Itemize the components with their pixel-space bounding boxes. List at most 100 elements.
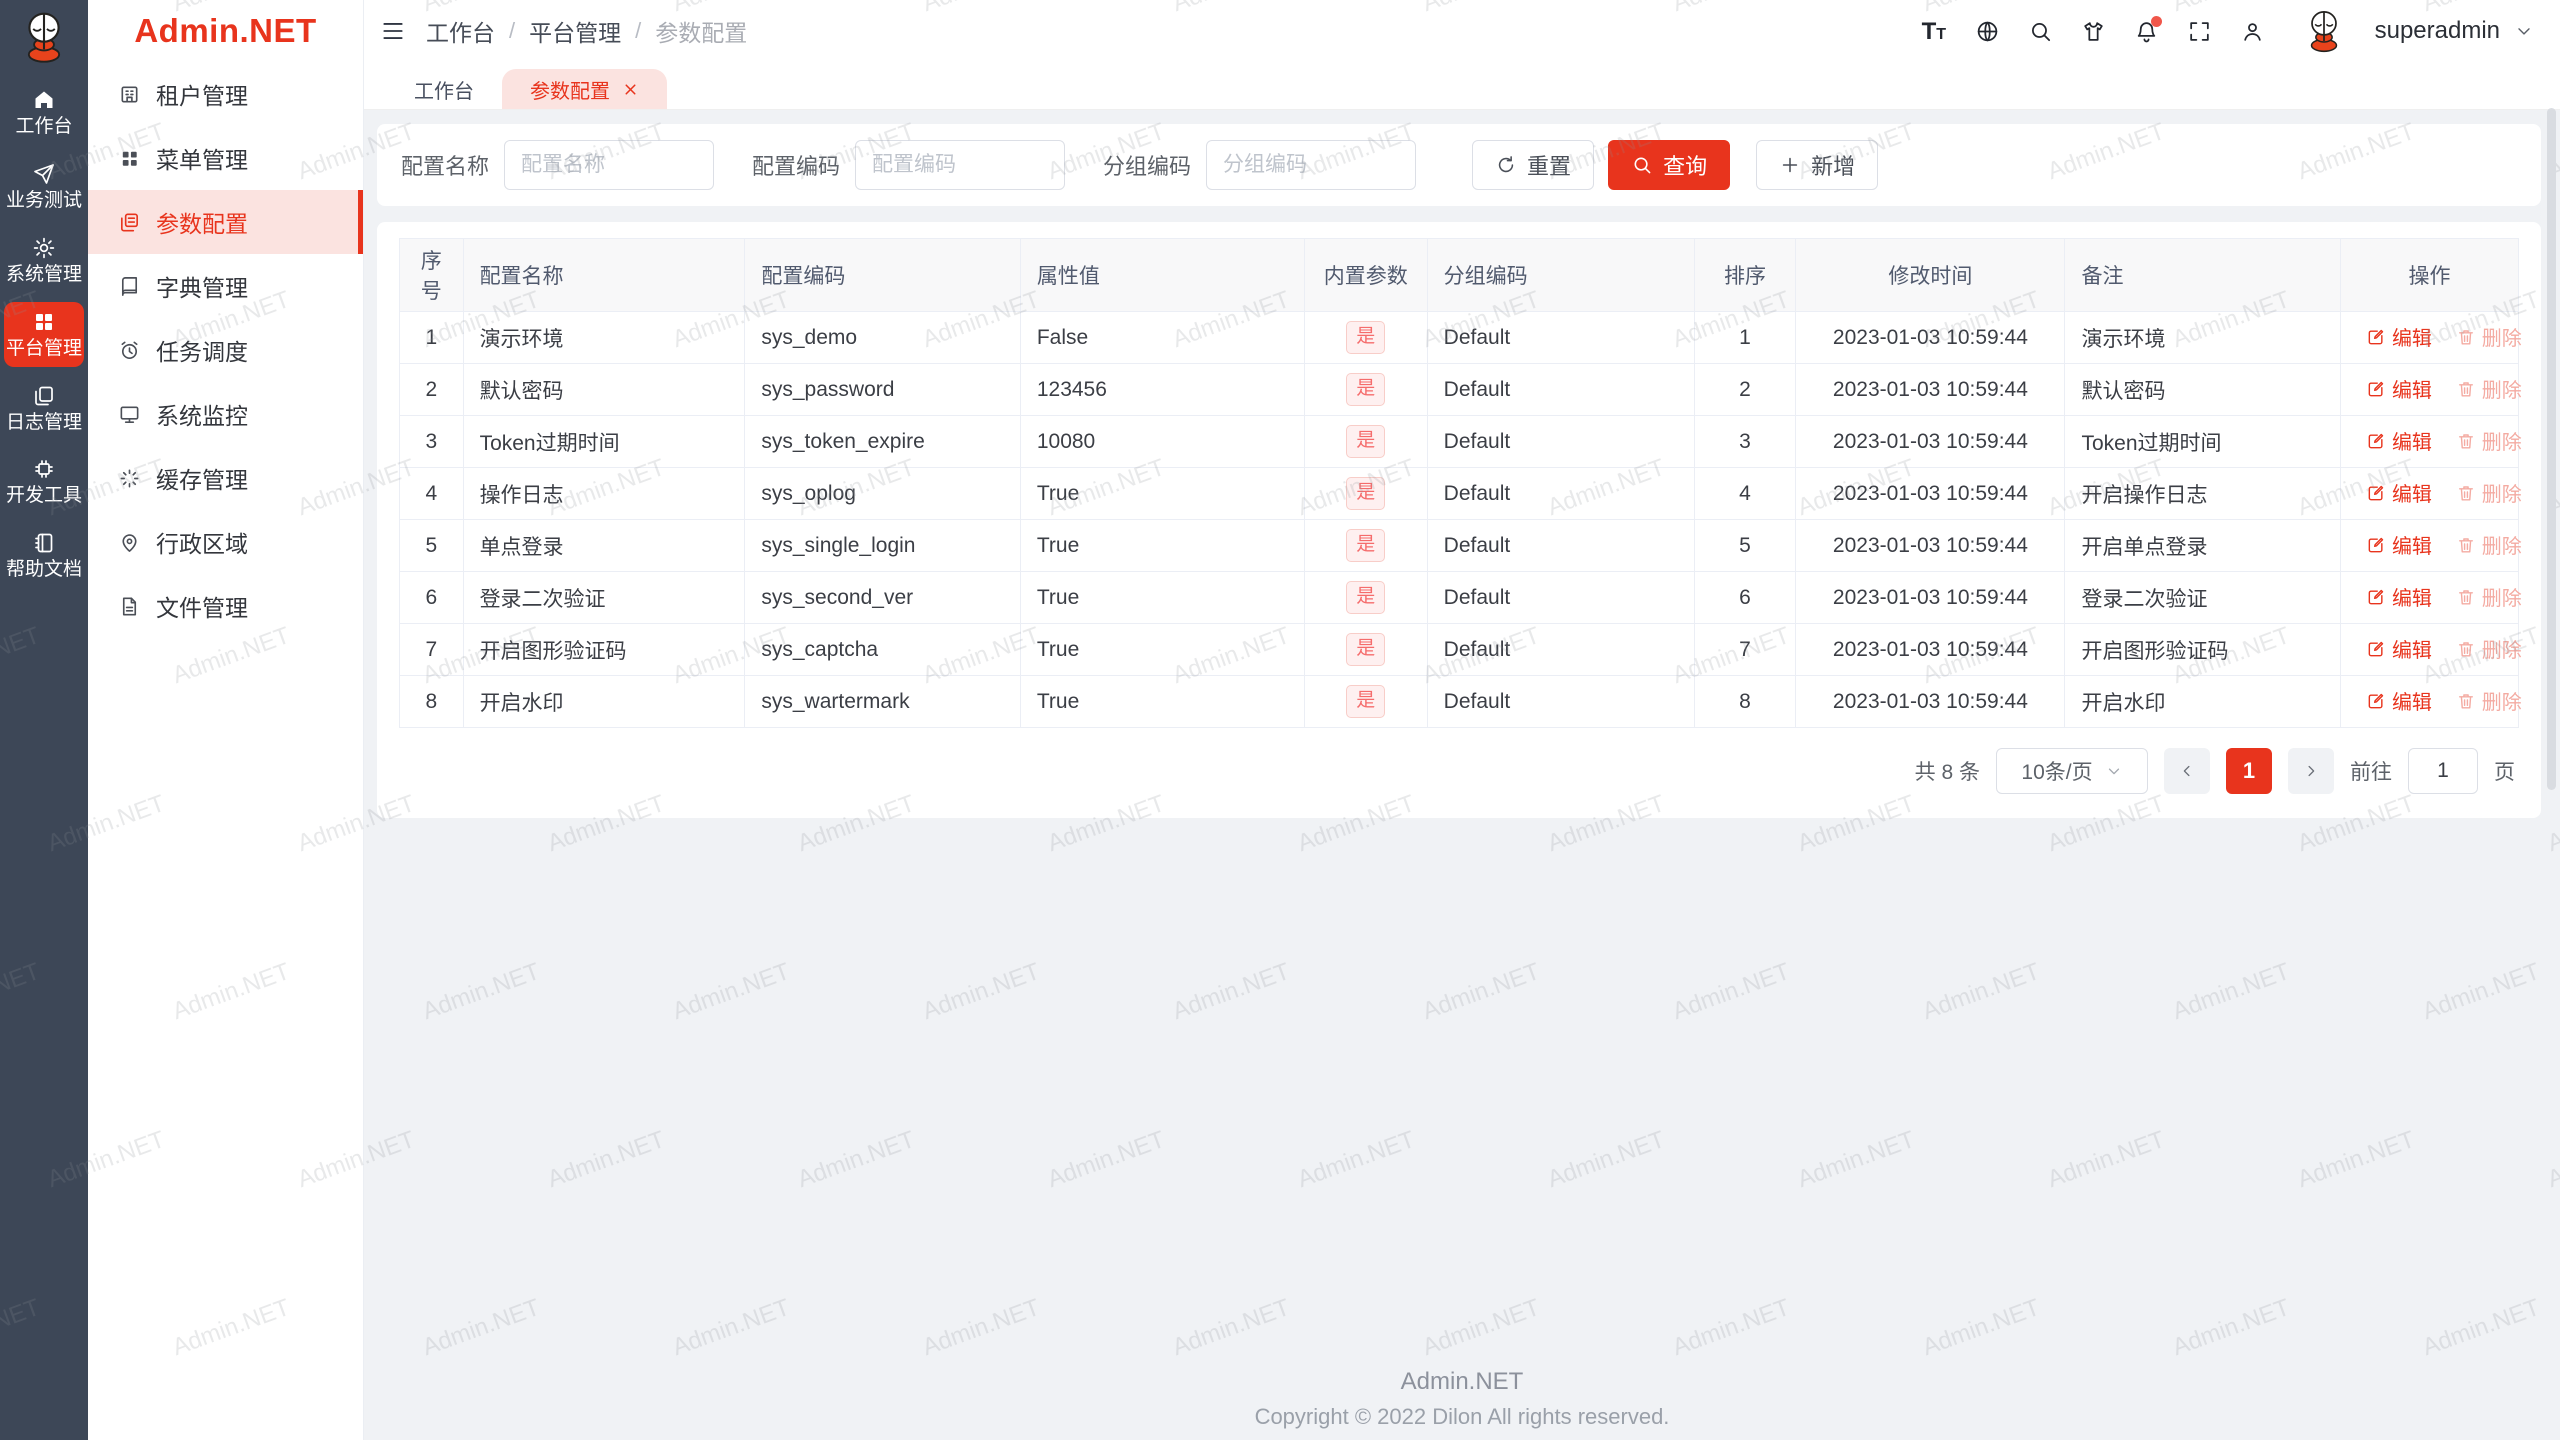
edit-button[interactable]: 编辑 (2366, 374, 2432, 403)
rail-item[interactable]: 日志管理 (4, 376, 84, 441)
table-row: 7 开启图形验证码 sys_captcha True 是 Default 7 2… (399, 623, 2522, 676)
avatar[interactable] (2301, 8, 2347, 54)
cell-sort: 2 (1693, 363, 1797, 416)
reset-button[interactable]: 重置 (1472, 140, 1595, 190)
sidebar-item[interactable]: 缓存管理 (88, 446, 363, 510)
column-header: 属性值 (1019, 238, 1305, 312)
edit-pencil-icon (2366, 587, 2386, 607)
language-icon[interactable] (1975, 19, 2000, 44)
page-size-select[interactable]: 10条/页 (1996, 748, 2148, 794)
cell-group-code: Default (1426, 311, 1695, 364)
delete-button[interactable]: 删除 (2456, 426, 2522, 455)
filter-field: 分组编码 (1103, 140, 1417, 190)
cell-prop-value: True (1019, 519, 1305, 572)
delete-button[interactable]: 删除 (2456, 686, 2522, 715)
trash-icon (2456, 431, 2476, 451)
theme-icon[interactable] (2081, 19, 2106, 44)
rail-item[interactable]: 系统管理 (4, 228, 84, 293)
delete-button[interactable]: 删除 (2456, 374, 2522, 403)
cell-operations: 编辑 删除 (2339, 571, 2522, 624)
pagination: 共 8 条 10条/页 1 前往 页 (399, 728, 2519, 808)
add-button[interactable]: 新增 (1756, 140, 1879, 190)
delete-button[interactable]: 删除 (2456, 530, 2522, 559)
prev-page-button[interactable] (2164, 748, 2210, 794)
filter-input[interactable] (504, 140, 715, 190)
font-size-icon[interactable]: TT (1921, 17, 1947, 45)
breadcrumb-item[interactable]: 工作台 (426, 20, 495, 46)
search-icon[interactable] (2028, 19, 2053, 44)
sidebar-item[interactable]: 系统监控 (88, 382, 363, 446)
rail-nav: 工作台 业务测试 系统管理 平台管理 日志管理 开发工具 帮助文档 (4, 80, 84, 597)
username[interactable]: superadmin (2374, 17, 2500, 44)
cell-modified-time: 2023-01-03 10:59:44 (1795, 623, 2066, 676)
tab[interactable]: 工作台 (414, 80, 474, 103)
edit-pencil-icon (2366, 431, 2386, 451)
edit-button[interactable]: 编辑 (2366, 686, 2432, 715)
scrollbar[interactable] (2547, 108, 2556, 790)
filter-input[interactable] (855, 140, 1066, 190)
brand-logo: Admin.NET (134, 12, 317, 49)
refresh-icon (1495, 154, 1517, 176)
goto-label: 前往 (2350, 761, 2392, 784)
rail-item[interactable]: 业务测试 (4, 154, 84, 219)
user-icon[interactable] (2240, 19, 2265, 44)
goto-page-input[interactable] (2408, 748, 2478, 794)
edit-button[interactable]: 编辑 (2366, 530, 2432, 559)
copy-docs-icon (32, 384, 56, 408)
sidebar-item[interactable]: 租户管理 (88, 62, 363, 126)
delete-button[interactable]: 删除 (2456, 634, 2522, 663)
sidebar-item[interactable]: 任务调度 (88, 318, 363, 382)
cell-prop-value: True (1019, 467, 1305, 520)
table-row: 8 开启水印 sys_wartermark True 是 Default 8 2… (399, 675, 2522, 728)
main-area: 工作台 / 平台管理 / 参数配置 TT superadmin 工作台 参数配置 配置名… (364, 0, 2560, 1440)
sidebar-item[interactable]: 行政区域 (88, 510, 363, 574)
builtin-badge: 是 (1346, 373, 1386, 406)
delete-button[interactable]: 删除 (2456, 478, 2522, 507)
cell-sort: 6 (1693, 571, 1797, 624)
edit-button[interactable]: 编辑 (2366, 582, 2432, 611)
bell-icon[interactable] (2134, 15, 2162, 44)
column-header: 配置编码 (744, 238, 1021, 312)
cell-index: 1 (399, 311, 464, 364)
edit-button[interactable]: 编辑 (2366, 478, 2432, 507)
column-header: 修改时间 (1795, 238, 2066, 312)
edit-button[interactable]: 编辑 (2366, 426, 2432, 455)
fullscreen-icon[interactable] (2187, 19, 2212, 44)
fold-menu-icon[interactable] (380, 18, 406, 44)
sidebar-item[interactable]: 文件管理 (88, 574, 363, 638)
user-menu-chevron-down-icon[interactable] (2514, 21, 2534, 41)
table-row: 5 单点登录 sys_single_login True 是 Default 5… (399, 519, 2522, 572)
sidebar-item[interactable]: 菜单管理 (88, 126, 363, 190)
tab-bar: 工作台 参数配置 (364, 62, 2560, 110)
tab[interactable]: 参数配置 (502, 69, 667, 109)
rail-item[interactable]: 帮助文档 (4, 523, 84, 588)
tab-close-icon[interactable] (622, 81, 639, 98)
logo-mascot[interactable] (16, 8, 72, 66)
rail-item[interactable]: 工作台 (4, 80, 84, 145)
sidebar-item[interactable]: 字典管理 (88, 254, 363, 318)
delete-button[interactable]: 删除 (2456, 322, 2522, 351)
next-page-button[interactable] (2288, 748, 2334, 794)
table-row: 3 Token过期时间 sys_token_expire 10080 是 Def… (399, 415, 2522, 468)
edit-button[interactable]: 编辑 (2366, 634, 2432, 663)
edit-button[interactable]: 编辑 (2366, 322, 2432, 351)
filter-input[interactable] (1206, 140, 1417, 190)
breadcrumb-item[interactable]: 平台管理 (529, 20, 622, 46)
sidebar-item[interactable]: 参数配置 (88, 190, 363, 254)
rail-item[interactable]: 开发工具 (4, 449, 84, 514)
delete-button[interactable]: 删除 (2456, 582, 2522, 611)
breadcrumb-item: 参数配置 (655, 20, 748, 46)
cell-prop-value: True (1019, 571, 1305, 624)
cell-remark: Token过期时间 (2064, 415, 2341, 468)
filter-field: 配置名称 (401, 140, 715, 190)
cell-builtin: 是 (1303, 415, 1428, 468)
notification-badge (2150, 15, 2162, 27)
column-header: 内置参数 (1303, 238, 1428, 312)
page-number-button[interactable]: 1 (2226, 748, 2272, 794)
grid-icon (32, 310, 56, 334)
rail-item[interactable]: 平台管理 (4, 301, 84, 367)
gear-icon (32, 236, 56, 260)
cell-sort: 5 (1693, 519, 1797, 572)
query-button[interactable]: 查询 (1608, 140, 1731, 190)
chevron-down-icon (2105, 762, 2123, 780)
